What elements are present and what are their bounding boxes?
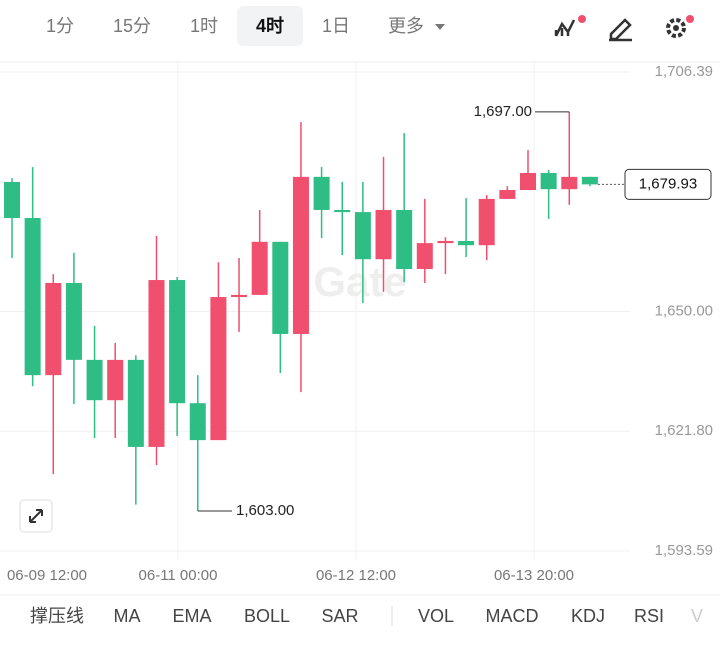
candle-body [210, 297, 227, 441]
candle-body [107, 359, 124, 401]
x-tick-label: 06-09 12:00 [7, 567, 87, 584]
indicator-tab[interactable]: SAR [321, 606, 358, 626]
indicator-tab[interactable]: MA [114, 606, 141, 626]
interval-tab[interactable]: 1日 [322, 16, 350, 36]
indicator-tab[interactable]: KDJ [571, 606, 605, 626]
interval-tab[interactable]: 15分 [113, 16, 151, 36]
draw-icon[interactable] [609, 18, 632, 42]
candle-body [127, 359, 144, 447]
candle-body [375, 209, 392, 260]
y-tick-label: 1,593.59 [655, 542, 713, 559]
indicator-tab[interactable]: MACD [486, 606, 539, 626]
interval-tab[interactable]: 1时 [190, 16, 218, 36]
indicator-tab[interactable]: VOL [418, 606, 454, 626]
indicator-tab[interactable]: EMA [172, 606, 211, 626]
candle-body [499, 190, 516, 199]
candle-body [540, 173, 557, 190]
candle-body [65, 283, 82, 360]
x-tick-label: 06-11 00:00 [139, 567, 218, 584]
y-tick-label: 1,706.39 [655, 63, 713, 80]
y-tick-label: 1,621.80 [655, 422, 713, 439]
indicator-tab[interactable]: V [691, 606, 703, 626]
settings-icon-center [673, 25, 679, 31]
interval-tab[interactable]: 1分 [46, 16, 74, 36]
interval-tab[interactable]: 4时 [256, 16, 284, 36]
candle-body [437, 240, 454, 244]
candle-body [148, 280, 165, 447]
candle-body [24, 218, 41, 376]
candle-body [292, 176, 309, 334]
indicator-tab[interactable]: 撑压线 [30, 606, 84, 626]
indicator-tab[interactable]: BOLL [244, 606, 290, 626]
candle-body [189, 403, 206, 441]
interval-tab[interactable]: 更多 [388, 16, 424, 36]
candle-body [4, 181, 20, 219]
toolbar-icons[interactable] [554, 15, 694, 42]
candle-body [520, 173, 536, 191]
badge [686, 15, 694, 23]
candle-body [581, 176, 598, 185]
max-label: 1,697.00 [474, 103, 532, 120]
watermark: Gate [313, 258, 406, 305]
x-tick-label: 06-12 12:00 [316, 567, 396, 584]
candle-body [86, 359, 103, 401]
tab-selected-bg [237, 6, 303, 46]
candle-body [334, 209, 351, 213]
indicator-tab[interactable]: RSI [634, 606, 664, 626]
expand-icon [29, 509, 43, 523]
y-tick-label: 1,650.00 [655, 302, 713, 319]
last-price-box [624, 168, 712, 200]
settings-icon[interactable] [666, 18, 686, 38]
candle-body [251, 241, 268, 295]
min-label: 1,603.00 [236, 502, 294, 519]
candle-body [458, 240, 475, 246]
candle-body [561, 176, 578, 190]
candle-body [416, 243, 433, 269]
candle-body [396, 209, 413, 269]
candle-body [478, 198, 495, 246]
candle-body [45, 283, 62, 376]
last-price-label: 1,679.93 [639, 175, 697, 192]
candle-body [231, 294, 248, 298]
candle-body [272, 241, 289, 334]
candle-body [169, 280, 186, 404]
x-tick-label: 06-13 20:00 [494, 567, 574, 584]
badge [578, 15, 586, 23]
indicator-icon[interactable] [554, 19, 576, 37]
dropdown-arrow [435, 24, 445, 30]
candle-body [313, 176, 330, 210]
candle-body [354, 212, 371, 260]
